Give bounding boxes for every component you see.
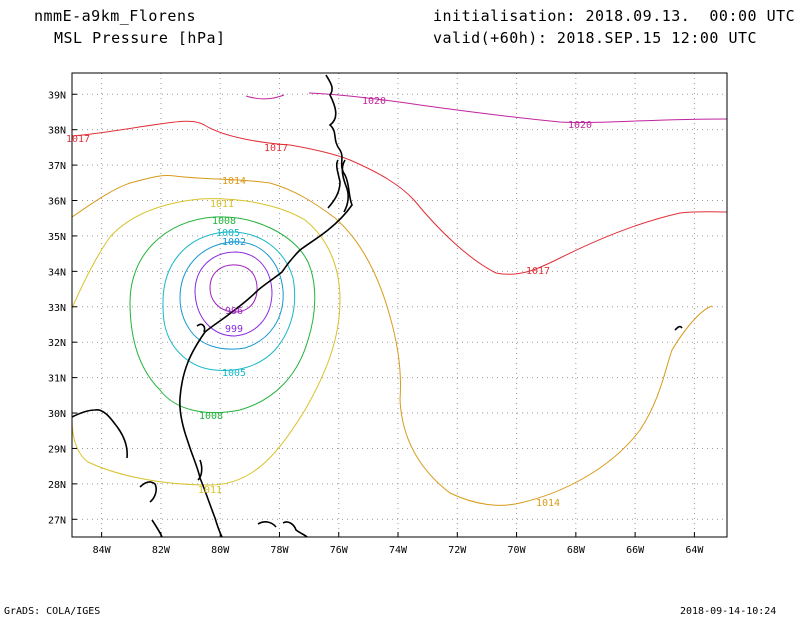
init-time: initialisation: 2018.09.13. 00:00 UTC [433, 7, 796, 25]
isobar-1020 [245, 94, 285, 100]
lon-tick-label: 68W [567, 545, 586, 556]
coastline-segment [282, 521, 308, 538]
isobar-label-1011: 1011 [210, 199, 234, 210]
isobar-label-996: 996 [225, 306, 243, 317]
isobar-label-1017: 1017 [526, 266, 550, 277]
lat-tick-label: 30N [48, 409, 66, 420]
isobar-1008 [129, 216, 316, 414]
coastline-segment [71, 409, 128, 459]
isobar-1017 [71, 120, 728, 275]
lat-tick-label: 36N [48, 197, 66, 208]
isobar-1002 [179, 241, 284, 350]
graticule [72, 73, 727, 537]
footer-software: GrADS: COLA/IGES [4, 606, 101, 617]
isobar-label-999: 999 [225, 324, 243, 335]
lat-tick-label: 28N [48, 480, 66, 491]
isobar-label-1020: 1020 [362, 96, 386, 107]
isobar-label-1005: 1005 [216, 228, 240, 239]
lat-tick-label: 35N [48, 232, 66, 243]
coastline [71, 74, 683, 538]
longitude-ticks: 84W 82W 80W 78W 76W 74W 72W 70W 68W 66W 64W [93, 532, 704, 556]
coastline-segment [197, 459, 203, 481]
isobars [71, 92, 728, 506]
isobar-label-1020: 1020 [568, 120, 592, 131]
lat-tick-label: 27N [48, 515, 66, 526]
lon-tick-label: 70W [508, 545, 527, 556]
isobar-1005 [162, 231, 296, 371]
lon-tick-label: 76W [330, 545, 349, 556]
coastline-segment [674, 325, 683, 331]
coastline-segment [327, 159, 341, 209]
coastline-segment [139, 481, 157, 503]
lon-tick-label: 82W [152, 545, 171, 556]
coastline-segment [341, 159, 349, 213]
isobar-label-1005: 1005 [222, 368, 246, 379]
isobar-labels: 1020 1020 1017 1017 1017 1014 1014 1011 1011 1008… [66, 96, 592, 509]
latitude-ticks: 39N 38N 37N 36N 35N 34N 33N 32N 31N 30N 29N 28N 27N [48, 90, 77, 526]
lon-tick-label: 78W [270, 545, 289, 556]
lat-tick-label: 34N [48, 267, 66, 278]
isobar-label-1008: 1008 [212, 216, 236, 227]
lon-tick-label: 74W [389, 545, 408, 556]
coastline-segment [257, 521, 277, 528]
coastline-segment [179, 74, 353, 538]
map-frame [71, 72, 728, 538]
isobar-1014 [71, 175, 713, 506]
lon-tick-label: 80W [211, 545, 230, 556]
isobar-1020 [308, 92, 728, 123]
isobar-label-1011: 1011 [198, 485, 222, 496]
isobar-label-1014: 1014 [222, 176, 246, 187]
lon-tick-label: 64W [685, 545, 704, 556]
lat-tick-label: 39N [48, 90, 66, 101]
lat-tick-label: 29N [48, 444, 66, 455]
lon-tick-label: 84W [93, 545, 112, 556]
isobar-label-1008: 1008 [199, 411, 223, 422]
lon-tick-label: 66W [626, 545, 645, 556]
lat-tick-label: 38N [48, 126, 66, 137]
isobar-999 [194, 251, 273, 337]
valid-time: valid(+60h): 2018.SEP.15 12:00 UTC [433, 29, 758, 47]
model-name: nmmE-a9km_Florens [34, 7, 197, 25]
coastline-segment [196, 323, 206, 333]
isobar-label-1017: 1017 [66, 134, 90, 145]
lon-tick-label: 72W [448, 545, 467, 556]
isobar-label-1002: 1002 [222, 237, 246, 248]
lat-tick-label: 31N [48, 374, 66, 385]
field-title: MSL Pressure [hPa] [54, 29, 226, 47]
isobar-1011 [71, 198, 341, 486]
coastline-segment [151, 519, 163, 538]
lat-tick-label: 33N [48, 303, 66, 314]
isobar-label-1017: 1017 [264, 143, 288, 154]
footer-date: 2018-09-14-10:24 [680, 606, 777, 617]
lat-tick-label: 37N [48, 161, 66, 172]
lat-tick-label: 32N [48, 338, 66, 349]
isobar-label-1014: 1014 [536, 498, 560, 509]
